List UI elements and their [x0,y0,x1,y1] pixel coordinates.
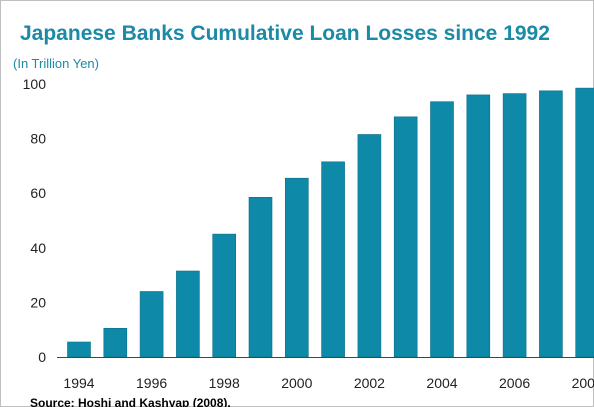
y-tick-label: 40 [30,240,46,256]
bars-group [67,87,594,358]
bar-1994 [67,341,91,358]
y-tick-label: 100 [23,76,47,92]
y-tick-label: 0 [38,349,46,365]
source-note: Source: Hoshi and Kashyap (2008). [30,396,231,407]
bar-2002 [357,134,382,358]
x-tick-label: 1996 [136,375,167,391]
bar-2007 [539,90,563,358]
bar-2003 [393,116,418,358]
y-tick-label: 80 [30,131,46,147]
bar-2006 [502,93,527,358]
bar-1997 [176,270,200,358]
bar-2004 [430,101,454,358]
x-tick-label: 2000 [281,375,312,391]
y-tick-label: 20 [30,294,46,310]
bar-2008 [575,87,594,358]
bar-1998 [212,233,236,358]
bar-1996 [139,291,164,358]
x-tick-label: 1998 [209,375,240,391]
x-tick-label: 2004 [426,375,457,391]
bar-1995 [103,327,128,358]
x-tick-label: 1994 [63,375,94,391]
x-tick-label: 2006 [499,375,530,391]
chart-subtitle: (In Trillion Yen) [13,56,99,71]
y-tick-label: 60 [30,185,46,201]
bar-1999 [248,197,273,358]
y-axis: 0 20 40 60 80 100 [23,76,47,365]
bar-2005 [466,94,491,358]
chart-title: Japanese Banks Cumulative Loan Losses si… [20,22,550,45]
bar-2000 [284,177,309,358]
x-tick-label: 2002 [354,375,385,391]
bar-2001 [321,161,345,358]
x-tick-label: 2008 [572,375,594,391]
x-axis: 1994 1996 1998 2000 2002 2004 2006 2008 [63,375,594,391]
